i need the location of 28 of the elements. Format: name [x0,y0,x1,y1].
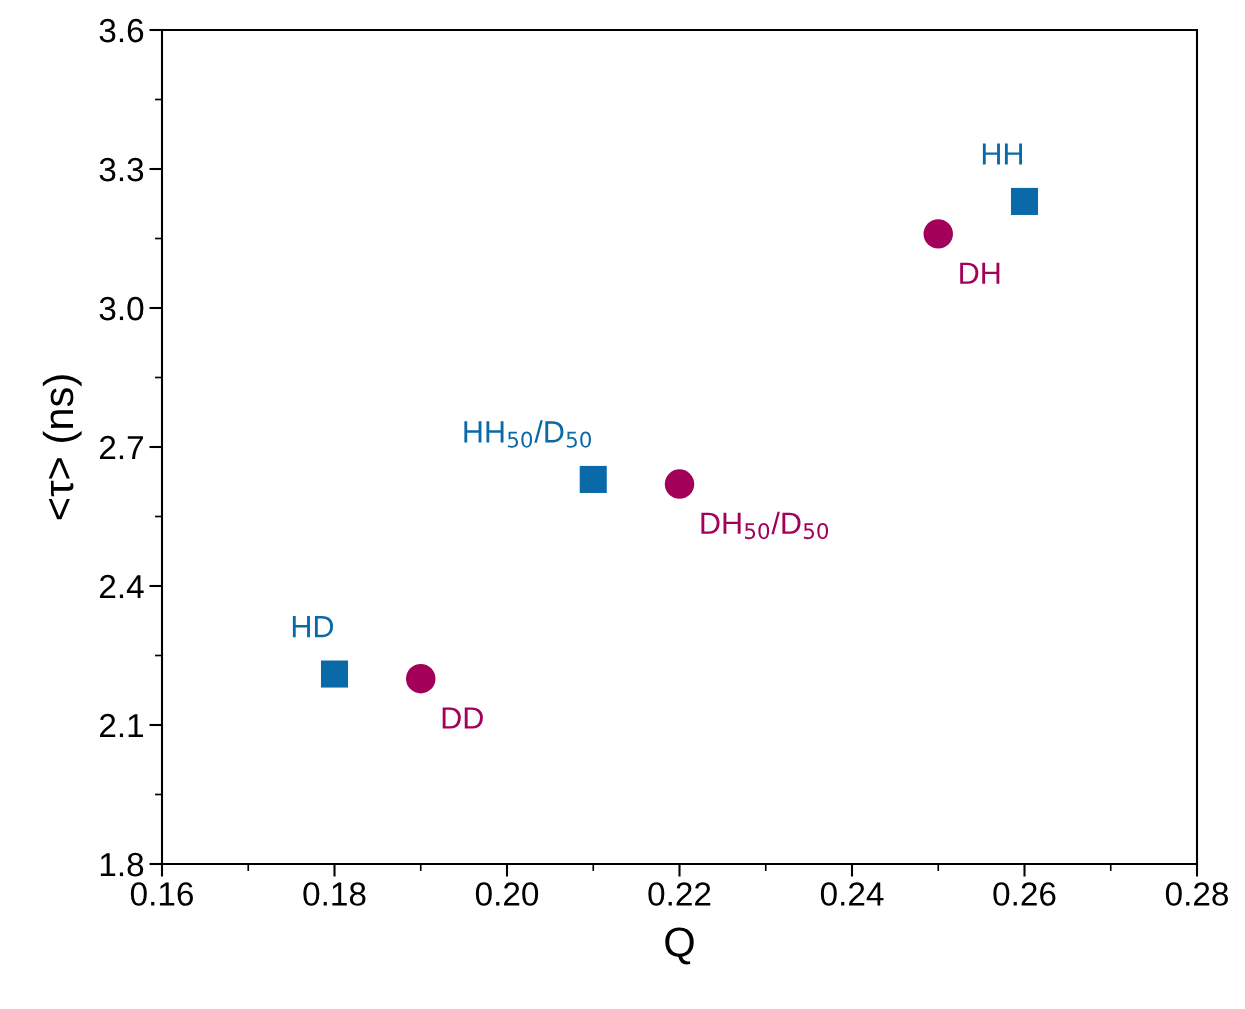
annotation: HH [982,143,1023,165]
x-axis-title: Q [665,927,694,965]
point [1010,187,1039,215]
point [923,219,953,249]
y-axis-title: <τ> (ns) [42,375,82,520]
y-tick-label: 2.1 [99,713,144,738]
y-tick-label: 2.7 [99,435,143,460]
point [320,660,349,688]
annotation: DD [442,707,483,729]
y-tick-label: 1.8 [100,852,144,877]
x-tick-label: 0.26 [993,882,1056,906]
y-tick-label: 2.4 [99,574,144,599]
annotation: DH$_{50}$/D$_{50}$ [701,511,829,540]
x-tick-label: 0.16 [130,882,193,906]
x-tick-label: 0.22 [648,882,711,906]
annotation: HH$_{50}$/D$_{50}$ [464,420,591,448]
x-tick-label: 0.24 [820,882,884,906]
annotation: DH [960,262,1000,284]
annotation: HD [292,616,334,638]
y-tick-label: 3.0 [99,296,144,321]
x-tick-label: 0.28 [1165,882,1228,906]
y-tick-label: 3.3 [99,157,144,182]
x-tick-label: 0.18 [303,882,366,906]
x-tick-label: 0.20 [475,882,539,906]
y-tick-label: 3.6 [99,18,144,43]
point [406,663,436,694]
point [579,465,607,493]
point [664,469,695,499]
